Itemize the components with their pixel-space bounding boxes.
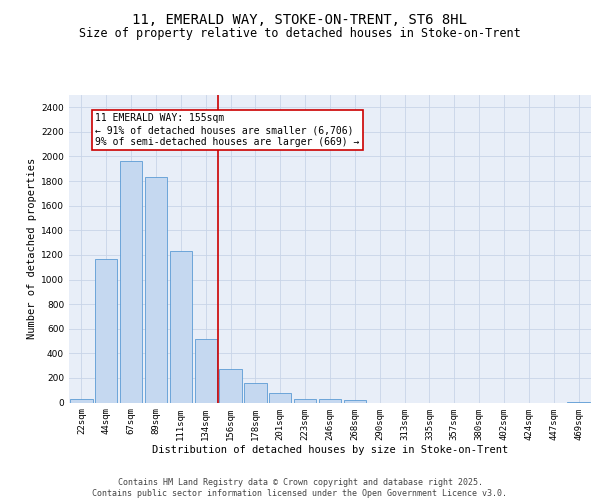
Text: Contains HM Land Registry data © Crown copyright and database right 2025.
Contai: Contains HM Land Registry data © Crown c…: [92, 478, 508, 498]
Text: Size of property relative to detached houses in Stoke-on-Trent: Size of property relative to detached ho…: [79, 28, 521, 40]
Bar: [145, 178, 167, 402]
Bar: [194, 338, 217, 402]
Bar: [170, 251, 192, 402]
Bar: [95, 258, 118, 402]
Bar: [120, 162, 142, 402]
Bar: [269, 392, 292, 402]
Bar: [319, 400, 341, 402]
Bar: [70, 399, 92, 402]
Text: 11 EMERALD WAY: 155sqm
← 91% of detached houses are smaller (6,706)
9% of semi-d: 11 EMERALD WAY: 155sqm ← 91% of detached…: [95, 114, 359, 146]
X-axis label: Distribution of detached houses by size in Stoke-on-Trent: Distribution of detached houses by size …: [152, 445, 508, 455]
Bar: [220, 370, 242, 402]
Bar: [244, 383, 266, 402]
Bar: [344, 400, 366, 402]
Text: 11, EMERALD WAY, STOKE-ON-TRENT, ST6 8HL: 11, EMERALD WAY, STOKE-ON-TRENT, ST6 8HL: [133, 12, 467, 26]
Bar: [294, 399, 316, 402]
Y-axis label: Number of detached properties: Number of detached properties: [27, 158, 37, 340]
